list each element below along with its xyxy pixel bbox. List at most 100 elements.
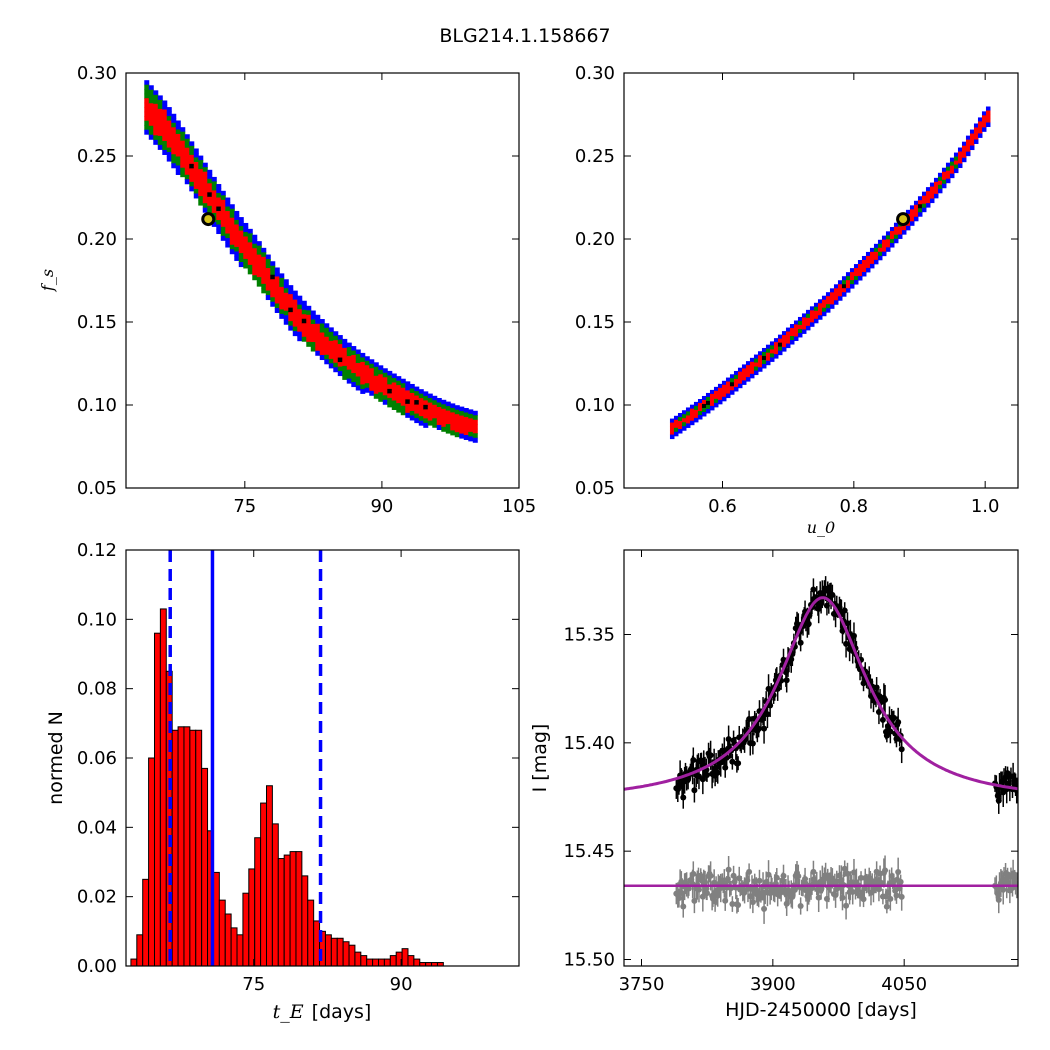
density-cell: [193, 175, 199, 181]
density-cell: [247, 242, 253, 248]
density-cell: [144, 111, 150, 117]
density-cell: [423, 409, 429, 415]
residual-point: [898, 893, 905, 900]
density-cell: [333, 353, 339, 359]
density-cell: [913, 216, 919, 222]
density-cell: [288, 307, 294, 313]
density-cell: [198, 178, 204, 184]
density-cell: [238, 235, 244, 241]
density-cell: [909, 221, 915, 226]
density-cell: [288, 316, 294, 322]
density-cell: [969, 141, 975, 147]
density-cell: [418, 411, 424, 417]
density-cell: [885, 231, 891, 236]
density-cell: [825, 304, 831, 309]
density-cell: [757, 363, 763, 368]
density-cell: [745, 373, 751, 378]
density-cell: [945, 166, 951, 172]
density-cell: [961, 149, 967, 155]
density-cell: [400, 396, 406, 402]
density-cell: [889, 227, 895, 232]
density-cell: [148, 94, 154, 100]
density-cell: [283, 310, 289, 316]
density-cell: [673, 427, 679, 433]
density-cell: [288, 321, 294, 327]
residual-point: [722, 897, 729, 904]
axes-frame: [623, 72, 1019, 489]
density-cell: [805, 321, 811, 327]
density-cell: [324, 350, 330, 356]
density-cell: [418, 407, 424, 413]
density-cell: [171, 149, 177, 155]
ticks: 75 90 0.00 0.02 0.04 0.06 0.08 0.10 0.12: [77, 540, 519, 995]
density-cell: [297, 300, 303, 306]
density-cell: [441, 426, 447, 432]
density-cell: [985, 110, 991, 115]
density-cell: [279, 282, 285, 288]
density-cell: [709, 401, 715, 407]
density-cell: [757, 359, 763, 364]
density-cell: [809, 310, 815, 315]
density-cell: [162, 149, 168, 155]
y-tick-label: 0.02: [77, 887, 117, 908]
density-cell: [689, 416, 695, 422]
density-cell: [697, 403, 703, 408]
density-cell: [789, 332, 795, 337]
histogram-bar: [254, 837, 262, 967]
density-cell: [364, 369, 370, 375]
density-cell: [162, 118, 168, 124]
density-cell: [157, 144, 163, 150]
data-point: [735, 760, 742, 767]
y-tick-label: 0.08: [77, 679, 117, 700]
density-cell: [346, 360, 352, 366]
density-cell: [953, 156, 959, 162]
density-cell: [382, 372, 388, 378]
density-cell: [445, 428, 451, 434]
residual-point: [887, 895, 894, 902]
density-cell: [769, 341, 775, 346]
density-cell: [306, 341, 312, 347]
density-cell: [144, 120, 150, 126]
density-cell: [785, 331, 791, 337]
density-cell: [785, 335, 791, 341]
density-cell: [193, 148, 199, 154]
density-cell: [279, 295, 285, 301]
residual-point: [843, 902, 850, 909]
density-cell: [175, 160, 181, 166]
density-cell: [369, 390, 375, 396]
y-tick-label: 0.10: [77, 395, 117, 416]
density-cell: [396, 389, 402, 395]
density-cell: [256, 281, 262, 287]
x-tick-label: 3750: [619, 974, 665, 995]
density-cell: [869, 255, 875, 261]
density-cell: [189, 186, 195, 192]
histogram-bar: [277, 858, 285, 967]
density-cell: [937, 184, 943, 190]
density-cell: [328, 336, 334, 342]
density-cell: [265, 254, 271, 260]
density-cell: [279, 286, 285, 292]
density-cell: [153, 90, 159, 96]
density-cell: [673, 419, 679, 425]
density-cell: [216, 184, 222, 190]
panel-light-curve: 3750 3900 4050 15.35 15.40 15.45 15.50 I [mag]…: [529, 549, 1019, 1021]
density-cell: [328, 345, 334, 351]
density-cell: [324, 354, 330, 360]
density-cell: [957, 155, 963, 161]
residual-point: [802, 875, 809, 882]
density-cell: [193, 184, 199, 190]
density-cell: [256, 268, 262, 274]
density-cell: [387, 370, 393, 376]
density-cell: [157, 113, 163, 119]
density-cell: [817, 299, 823, 304]
density-cell: [166, 152, 172, 158]
density-cell: [463, 412, 469, 418]
density-cell: [166, 107, 172, 113]
histogram-bar: [212, 871, 220, 967]
density-cell: [274, 285, 280, 291]
density-cell: [175, 124, 181, 130]
density-cell: [897, 226, 903, 231]
density-cell: [769, 345, 775, 350]
density-cell: [342, 356, 348, 362]
density-cell: [306, 314, 312, 320]
